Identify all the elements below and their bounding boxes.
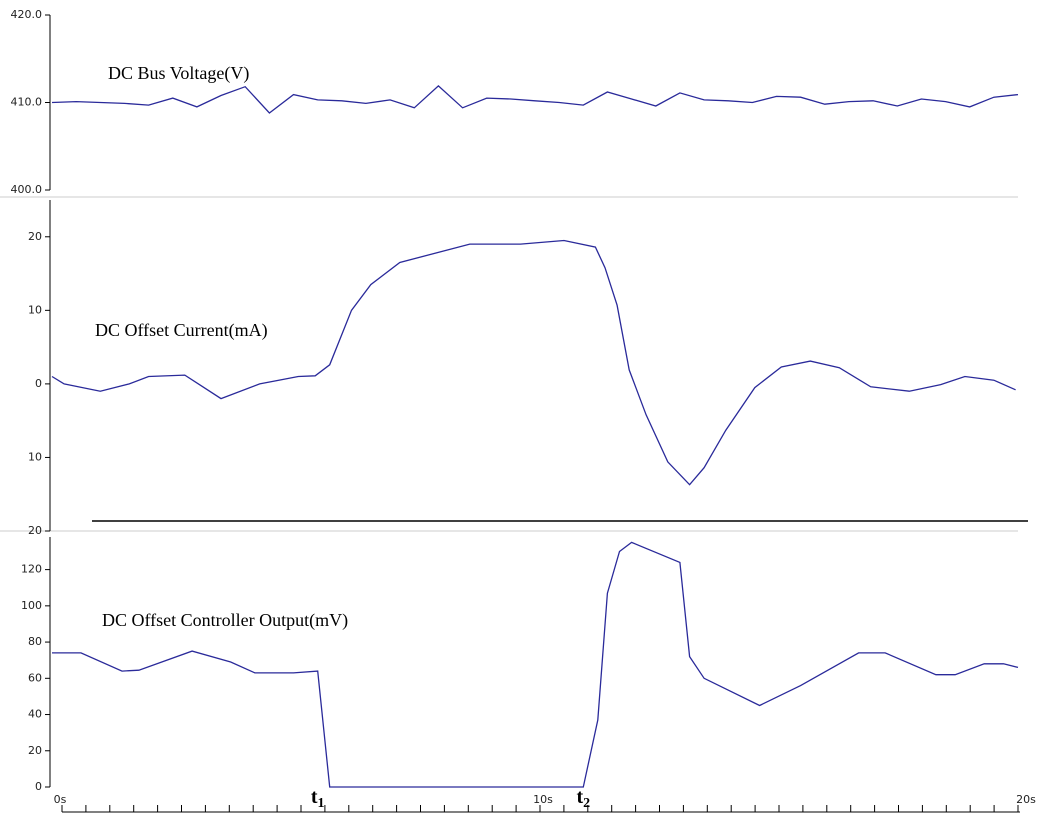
y-tick-label: 0 xyxy=(35,377,42,390)
x-tick-label: 0s xyxy=(54,793,67,806)
y-tick-label: 20 xyxy=(28,744,42,757)
y-tick-label: 0 xyxy=(35,780,42,793)
y-tick-label: 80 xyxy=(28,635,42,648)
x-tick-label: 10s xyxy=(533,793,553,806)
y-tick-label: 40 xyxy=(28,708,42,721)
y-tick-label: 400.0 xyxy=(11,183,43,196)
annotation-subscript: 2 xyxy=(583,796,590,811)
annotation: t2 xyxy=(576,786,590,812)
y-tick-label: 10 xyxy=(28,303,42,316)
annotation: t1 xyxy=(311,786,325,812)
y-tick-label: 410.0 xyxy=(11,96,43,109)
data-line xyxy=(51,239,1016,486)
panel-title: DC Offset Controller Output(mV) xyxy=(102,610,348,631)
data-line xyxy=(51,85,1019,114)
panel-title: DC Offset Current(mA) xyxy=(95,320,268,341)
y-tick-label: 20 xyxy=(28,230,42,243)
panel-title: DC Bus Voltage(V) xyxy=(108,63,249,84)
y-tick-label: 20 xyxy=(28,524,42,537)
y-tick-label: 120 xyxy=(21,563,42,576)
y-tick-label: 420.0 xyxy=(11,8,43,21)
y-tick-label: 10 xyxy=(28,450,42,463)
data-line xyxy=(52,541,1019,788)
annotation-subscript: 1 xyxy=(317,796,324,811)
y-tick-label: 100 xyxy=(21,599,42,612)
annotation-text: t xyxy=(311,786,318,808)
x-tick-label: 20s xyxy=(1016,793,1036,806)
y-tick-label: 60 xyxy=(28,671,42,684)
annotation-text: t xyxy=(576,786,583,808)
